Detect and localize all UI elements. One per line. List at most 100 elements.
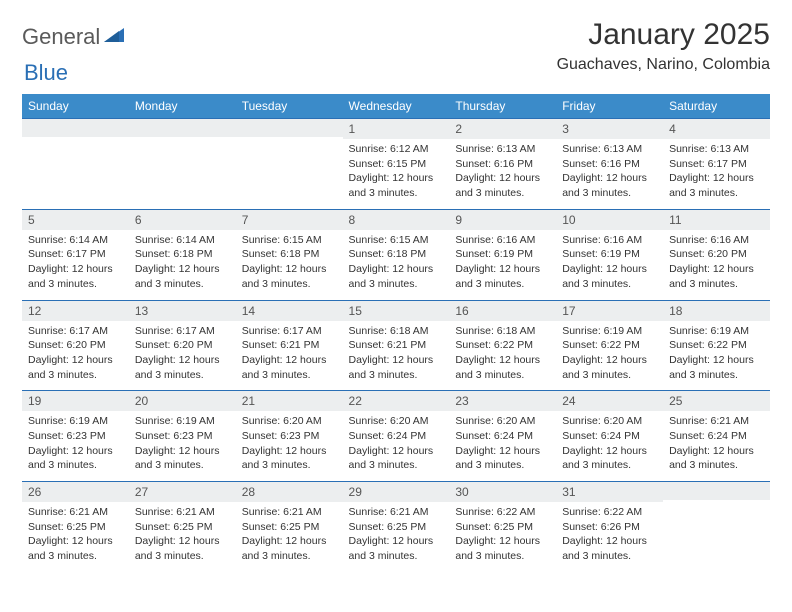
day-cell: 9Sunrise: 6:16 AMSunset: 6:19 PMDaylight…	[449, 209, 556, 300]
day-cell: 2Sunrise: 6:13 AMSunset: 6:16 PMDaylight…	[449, 119, 556, 210]
sunset-text: Sunset: 6:20 PM	[669, 247, 764, 262]
day-content: Sunrise: 6:20 AMSunset: 6:23 PMDaylight:…	[236, 411, 343, 481]
daylight-text: Daylight: 12 hours and 3 minutes.	[562, 444, 657, 473]
day-content: Sunrise: 6:13 AMSunset: 6:17 PMDaylight:…	[663, 139, 770, 209]
sunset-text: Sunset: 6:25 PM	[135, 520, 230, 535]
day-cell: 13Sunrise: 6:17 AMSunset: 6:20 PMDayligh…	[129, 300, 236, 391]
day-cell	[129, 119, 236, 210]
day-cell: 22Sunrise: 6:20 AMSunset: 6:24 PMDayligh…	[343, 391, 450, 482]
day-number: 6	[129, 210, 236, 230]
day-cell: 15Sunrise: 6:18 AMSunset: 6:21 PMDayligh…	[343, 300, 450, 391]
sunrise-text: Sunrise: 6:20 AM	[242, 414, 337, 429]
daylight-text: Daylight: 12 hours and 3 minutes.	[455, 534, 550, 563]
week-row: 19Sunrise: 6:19 AMSunset: 6:23 PMDayligh…	[22, 391, 770, 482]
day-content: Sunrise: 6:20 AMSunset: 6:24 PMDaylight:…	[556, 411, 663, 481]
week-row: 1Sunrise: 6:12 AMSunset: 6:15 PMDaylight…	[22, 119, 770, 210]
sunrise-text: Sunrise: 6:20 AM	[455, 414, 550, 429]
day-content	[236, 137, 343, 195]
sunrise-text: Sunrise: 6:21 AM	[349, 505, 444, 520]
day-content: Sunrise: 6:12 AMSunset: 6:15 PMDaylight:…	[343, 139, 450, 209]
day-number: 16	[449, 301, 556, 321]
daylight-text: Daylight: 12 hours and 3 minutes.	[669, 171, 764, 200]
daylight-text: Daylight: 12 hours and 3 minutes.	[455, 171, 550, 200]
title-block: January 2025 Guachaves, Narino, Colombia	[557, 18, 770, 74]
sunset-text: Sunset: 6:16 PM	[455, 157, 550, 172]
sunset-text: Sunset: 6:17 PM	[28, 247, 123, 262]
day-number: 10	[556, 210, 663, 230]
day-content: Sunrise: 6:16 AMSunset: 6:20 PMDaylight:…	[663, 230, 770, 300]
sunrise-text: Sunrise: 6:15 AM	[349, 233, 444, 248]
sunrise-text: Sunrise: 6:22 AM	[562, 505, 657, 520]
day-content: Sunrise: 6:17 AMSunset: 6:20 PMDaylight:…	[22, 321, 129, 391]
sunset-text: Sunset: 6:19 PM	[455, 247, 550, 262]
sunrise-text: Sunrise: 6:21 AM	[28, 505, 123, 520]
day-cell: 10Sunrise: 6:16 AMSunset: 6:19 PMDayligh…	[556, 209, 663, 300]
day-number: 27	[129, 482, 236, 502]
day-cell: 29Sunrise: 6:21 AMSunset: 6:25 PMDayligh…	[343, 482, 450, 572]
sunset-text: Sunset: 6:25 PM	[28, 520, 123, 535]
sunset-text: Sunset: 6:18 PM	[135, 247, 230, 262]
daylight-text: Daylight: 12 hours and 3 minutes.	[28, 353, 123, 382]
sunset-text: Sunset: 6:16 PM	[562, 157, 657, 172]
sunrise-text: Sunrise: 6:16 AM	[562, 233, 657, 248]
day-number: 13	[129, 301, 236, 321]
daylight-text: Daylight: 12 hours and 3 minutes.	[135, 353, 230, 382]
day-number: 28	[236, 482, 343, 502]
day-cell: 6Sunrise: 6:14 AMSunset: 6:18 PMDaylight…	[129, 209, 236, 300]
day-cell: 25Sunrise: 6:21 AMSunset: 6:24 PMDayligh…	[663, 391, 770, 482]
day-content: Sunrise: 6:21 AMSunset: 6:25 PMDaylight:…	[236, 502, 343, 572]
sunrise-text: Sunrise: 6:15 AM	[242, 233, 337, 248]
daylight-text: Daylight: 12 hours and 3 minutes.	[562, 534, 657, 563]
day-number: 2	[449, 119, 556, 139]
day-content: Sunrise: 6:21 AMSunset: 6:25 PMDaylight:…	[129, 502, 236, 572]
day-content: Sunrise: 6:21 AMSunset: 6:25 PMDaylight:…	[22, 502, 129, 572]
day-number: 24	[556, 391, 663, 411]
sunset-text: Sunset: 6:23 PM	[135, 429, 230, 444]
day-number: 15	[343, 301, 450, 321]
sunset-text: Sunset: 6:17 PM	[669, 157, 764, 172]
daylight-text: Daylight: 12 hours and 3 minutes.	[455, 262, 550, 291]
day-cell: 19Sunrise: 6:19 AMSunset: 6:23 PMDayligh…	[22, 391, 129, 482]
sunset-text: Sunset: 6:18 PM	[349, 247, 444, 262]
day-number	[236, 119, 343, 137]
daylight-text: Daylight: 12 hours and 3 minutes.	[562, 171, 657, 200]
sunset-text: Sunset: 6:24 PM	[562, 429, 657, 444]
day-of-week-row: Sunday Monday Tuesday Wednesday Thursday…	[22, 94, 770, 119]
day-cell	[236, 119, 343, 210]
daylight-text: Daylight: 12 hours and 3 minutes.	[242, 262, 337, 291]
daylight-text: Daylight: 12 hours and 3 minutes.	[135, 262, 230, 291]
sunset-text: Sunset: 6:22 PM	[562, 338, 657, 353]
sunset-text: Sunset: 6:24 PM	[455, 429, 550, 444]
sunset-text: Sunset: 6:23 PM	[242, 429, 337, 444]
day-cell: 26Sunrise: 6:21 AMSunset: 6:25 PMDayligh…	[22, 482, 129, 572]
day-cell: 30Sunrise: 6:22 AMSunset: 6:25 PMDayligh…	[449, 482, 556, 572]
daylight-text: Daylight: 12 hours and 3 minutes.	[242, 534, 337, 563]
day-cell: 4Sunrise: 6:13 AMSunset: 6:17 PMDaylight…	[663, 119, 770, 210]
day-content: Sunrise: 6:22 AMSunset: 6:26 PMDaylight:…	[556, 502, 663, 572]
day-number	[22, 119, 129, 137]
dow-tue: Tuesday	[236, 94, 343, 119]
day-cell: 18Sunrise: 6:19 AMSunset: 6:22 PMDayligh…	[663, 300, 770, 391]
day-number: 3	[556, 119, 663, 139]
daylight-text: Daylight: 12 hours and 3 minutes.	[28, 262, 123, 291]
dow-sat: Saturday	[663, 94, 770, 119]
week-row: 26Sunrise: 6:21 AMSunset: 6:25 PMDayligh…	[22, 482, 770, 572]
logo-triangle-icon	[104, 26, 126, 49]
daylight-text: Daylight: 12 hours and 3 minutes.	[349, 444, 444, 473]
day-number: 25	[663, 391, 770, 411]
day-number: 11	[663, 210, 770, 230]
week-row: 5Sunrise: 6:14 AMSunset: 6:17 PMDaylight…	[22, 209, 770, 300]
sunset-text: Sunset: 6:26 PM	[562, 520, 657, 535]
day-cell	[663, 482, 770, 572]
logo-text-blue: Blue	[24, 60, 68, 86]
sunrise-text: Sunrise: 6:17 AM	[135, 324, 230, 339]
daylight-text: Daylight: 12 hours and 3 minutes.	[455, 353, 550, 382]
sunrise-text: Sunrise: 6:20 AM	[562, 414, 657, 429]
sunrise-text: Sunrise: 6:18 AM	[349, 324, 444, 339]
day-content: Sunrise: 6:21 AMSunset: 6:25 PMDaylight:…	[343, 502, 450, 572]
day-content: Sunrise: 6:21 AMSunset: 6:24 PMDaylight:…	[663, 411, 770, 481]
calendar-table: Sunday Monday Tuesday Wednesday Thursday…	[22, 94, 770, 572]
sunrise-text: Sunrise: 6:16 AM	[455, 233, 550, 248]
day-content: Sunrise: 6:17 AMSunset: 6:20 PMDaylight:…	[129, 321, 236, 391]
day-content: Sunrise: 6:17 AMSunset: 6:21 PMDaylight:…	[236, 321, 343, 391]
